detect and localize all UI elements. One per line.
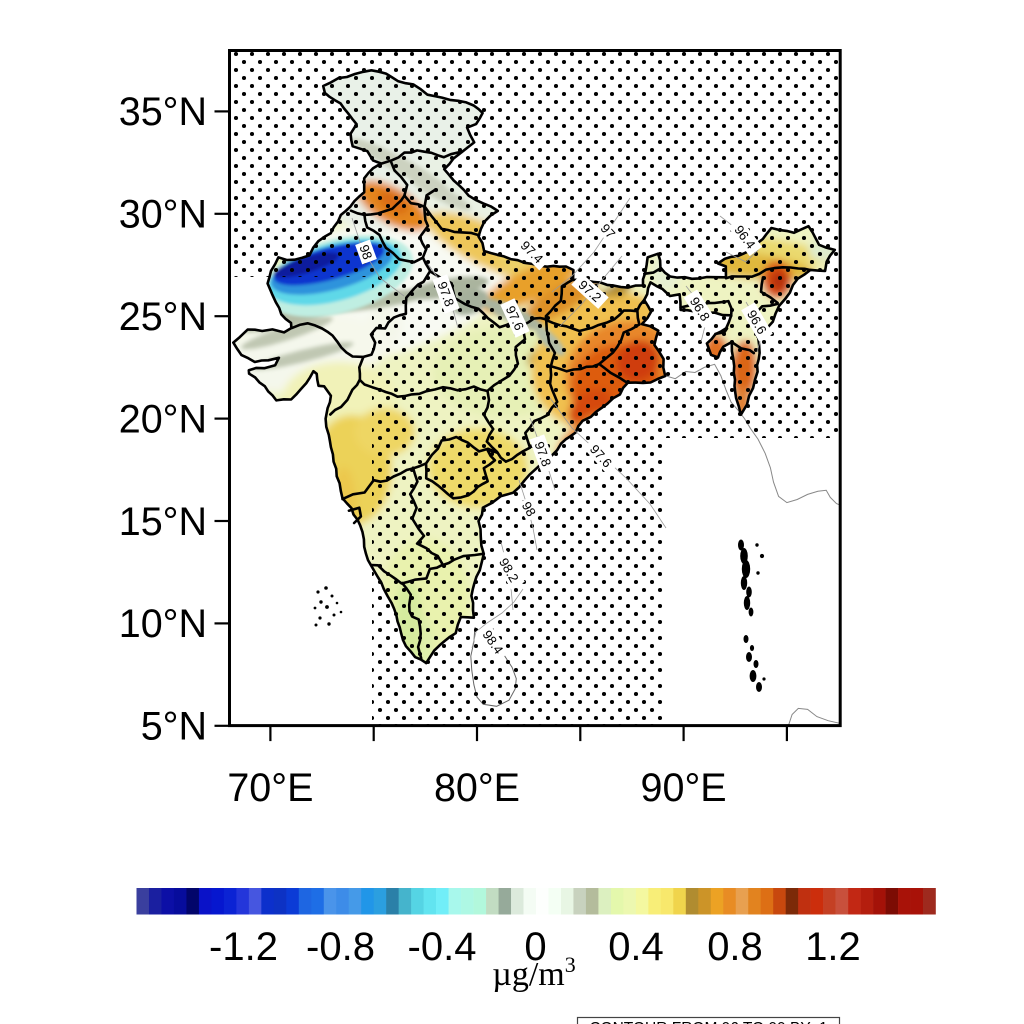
svg-text:20°N: 20°N (119, 397, 207, 441)
svg-text:-0.8: -0.8 (306, 925, 375, 969)
svg-text:98: 98 (356, 243, 375, 262)
svg-text:0.8: 0.8 (707, 925, 763, 969)
svg-text:µg/m3: µg/m3 (492, 952, 575, 993)
svg-text:-1.2: -1.2 (209, 925, 278, 969)
svg-text:98: 98 (519, 499, 539, 519)
svg-text:90°E: 90°E (641, 766, 727, 810)
svg-text:30°N: 30°N (119, 193, 207, 237)
svg-text:CONTOUR FROM 96 TO 99 BY .1: CONTOUR FROM 96 TO 99 BY .1 (589, 1020, 827, 1024)
svg-text:80°E: 80°E (434, 766, 520, 810)
svg-text:0: 0 (524, 925, 546, 969)
svg-text:70°E: 70°E (227, 766, 313, 810)
svg-text:25°N: 25°N (119, 295, 207, 339)
svg-text:10°N: 10°N (119, 602, 207, 646)
svg-text:0.4: 0.4 (608, 925, 664, 969)
svg-text:5°N: 5°N (141, 705, 207, 749)
svg-text:35°N: 35°N (119, 90, 207, 134)
svg-text:-0.4: -0.4 (408, 925, 477, 969)
svg-text:1.2: 1.2 (805, 925, 861, 969)
svg-text:15°N: 15°N (119, 500, 207, 544)
